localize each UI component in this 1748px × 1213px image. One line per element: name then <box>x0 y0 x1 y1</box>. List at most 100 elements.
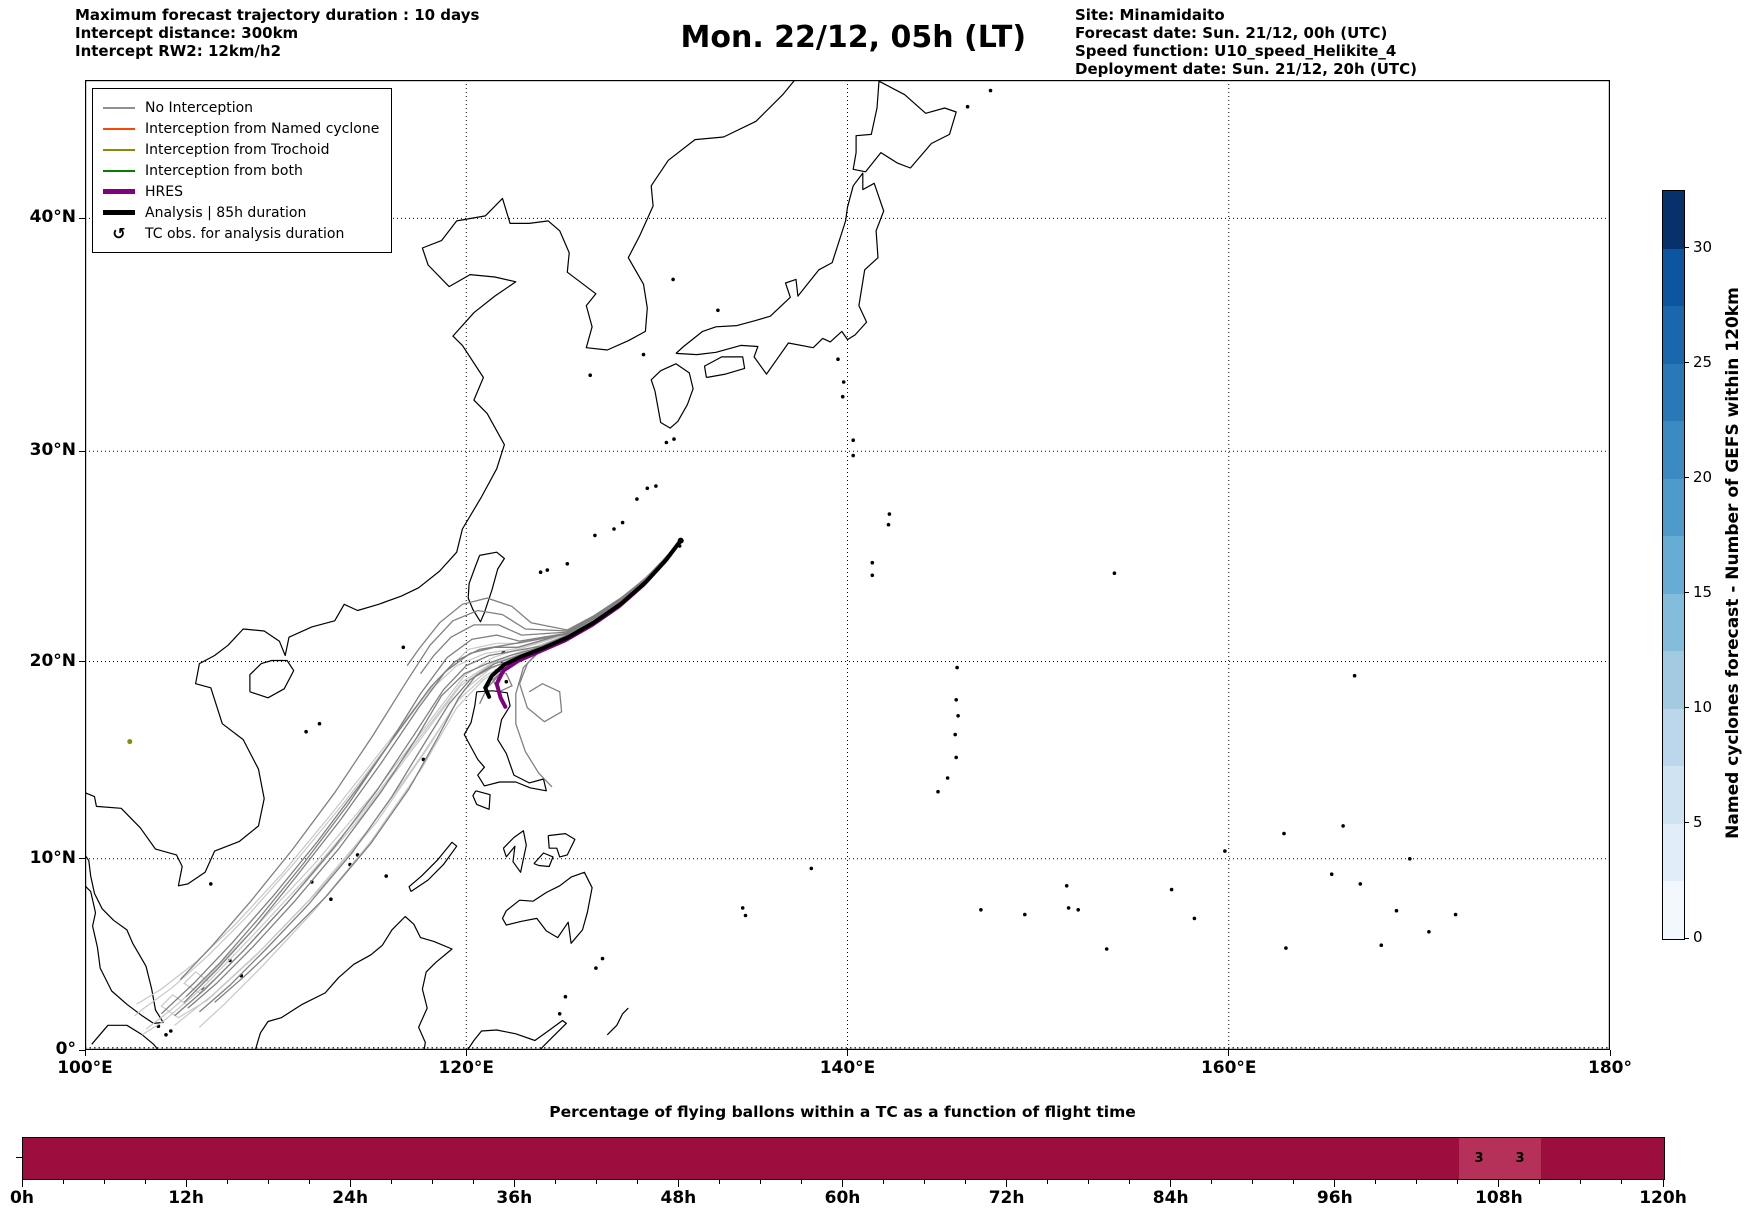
island-dot <box>851 438 855 443</box>
rotate-ccw-icon: ↺ <box>112 223 126 243</box>
colorbar-tick-mark <box>1684 707 1689 709</box>
coastline <box>650 363 694 429</box>
colorbar-tick-label: 20 <box>1693 467 1713 486</box>
island-dot <box>1453 912 1458 917</box>
colorbar-segment <box>1663 708 1684 767</box>
island-dot <box>954 755 958 760</box>
strip-x-tick-label: 96h <box>1316 1188 1353 1208</box>
map-frame <box>85 80 1610 1050</box>
island-dot <box>841 380 846 384</box>
y-tick-label: 20°N <box>29 650 76 671</box>
strip-bin <box>556 1138 598 1179</box>
legend-line-sample <box>103 189 135 194</box>
strip-x-tick-label: 24h <box>332 1188 369 1208</box>
trajectory-no-interception <box>515 540 682 788</box>
coastline <box>85 854 164 1025</box>
strip-x-tick-label: 48h <box>660 1188 697 1208</box>
strip-bin <box>1540 1138 1582 1179</box>
y-tick-mark <box>79 1049 85 1051</box>
legend-line-sample <box>103 127 135 130</box>
island-dot <box>886 522 891 527</box>
trajectory-map <box>85 80 1610 1050</box>
island-dot <box>635 497 639 501</box>
island-dot <box>870 560 875 565</box>
island-dot <box>593 533 597 538</box>
y-tick-mark <box>79 450 85 452</box>
strip-bin <box>1417 1138 1459 1179</box>
legend-label: Interception from Trochoid <box>145 141 330 158</box>
strip-x-tick <box>636 1179 638 1184</box>
strip-bin <box>761 1138 803 1179</box>
legend-item: Interception from Trochoid <box>103 139 379 160</box>
legend-line-sample <box>103 106 135 109</box>
legend-label: HRES <box>145 183 183 200</box>
colorbar-segment <box>1663 421 1684 479</box>
strip-x-tick <box>1662 1179 1664 1187</box>
colorbar-segment <box>1663 248 1684 307</box>
strip-x-tick <box>185 1179 187 1187</box>
coastline <box>606 1007 629 1036</box>
x-tick-label: 120°E <box>438 1058 495 1078</box>
strip-x-tick <box>1006 1179 1008 1187</box>
tc-obs-icon: ↺ <box>103 223 135 243</box>
coastline <box>533 852 554 868</box>
strip-bin <box>638 1138 680 1179</box>
island-dot <box>317 721 322 726</box>
island-dot <box>620 520 625 525</box>
coastline <box>703 356 746 379</box>
header-right-forecast-date: Forecast date: Sun. 21/12, 00h (UTC) <box>1075 24 1388 42</box>
strip-x-tick <box>1293 1179 1295 1184</box>
strip-bin <box>884 1138 926 1179</box>
island-dot <box>304 729 308 734</box>
colorbar-segment <box>1663 306 1684 364</box>
strip-bin <box>433 1138 475 1179</box>
island-dot <box>979 908 983 912</box>
legend-line-swatch <box>103 148 135 151</box>
island-dot <box>1358 882 1363 886</box>
legend-label: Analysis | 85h duration <box>145 204 307 221</box>
colorbar-segment <box>1663 881 1684 939</box>
y-tick-mark <box>79 661 85 663</box>
trajectory-no-interception-old <box>136 540 682 1005</box>
trajectory-no-interception <box>479 540 682 705</box>
island-dot <box>945 776 950 780</box>
trajectory-analysis <box>483 538 683 699</box>
legend-line-swatch <box>103 169 135 172</box>
island-dot <box>988 88 993 93</box>
island-dot <box>809 866 814 871</box>
strip-x-tick-label: 36h <box>496 1188 533 1208</box>
strip-x-tick <box>1375 1179 1377 1184</box>
island-dot <box>851 453 855 458</box>
coastline <box>472 790 491 810</box>
legend-line-sample <box>103 169 135 172</box>
strip-chart-title: Percentage of flying ballons within a TC… <box>549 1103 1136 1121</box>
legend-line-sample <box>103 210 135 215</box>
x-tick-mark <box>84 1050 86 1056</box>
island-dot <box>164 1033 168 1037</box>
strip-bin <box>925 1138 967 1179</box>
strip-x-tick <box>1129 1179 1131 1184</box>
island-dot <box>743 913 748 918</box>
strip-x-tick <box>267 1179 269 1184</box>
island-dot <box>836 357 840 362</box>
x-tick-label: 100°E <box>57 1058 113 1078</box>
strip-x-tick <box>924 1179 926 1184</box>
strip-x-tick <box>513 1179 515 1187</box>
legend-item: ↺ TC obs. for analysis duration <box>103 223 379 244</box>
island-dot <box>1066 906 1071 910</box>
strip-x-tick <box>226 1179 228 1184</box>
colorbar-segment <box>1663 823 1684 882</box>
strip-x-tick <box>390 1179 392 1184</box>
island-dot <box>588 373 592 378</box>
island-dot <box>1223 849 1227 853</box>
strip-x-tick <box>349 1179 351 1187</box>
strip-x-tick <box>472 1179 474 1184</box>
island-dot <box>1394 908 1399 913</box>
legend-label: Interception from Named cyclone <box>145 120 380 137</box>
legend-line-swatch <box>103 127 135 130</box>
island-dot <box>1341 824 1345 828</box>
colorbar <box>1662 190 1685 940</box>
strip-x-tick <box>1416 1179 1418 1184</box>
strip-x-tick <box>554 1179 556 1184</box>
